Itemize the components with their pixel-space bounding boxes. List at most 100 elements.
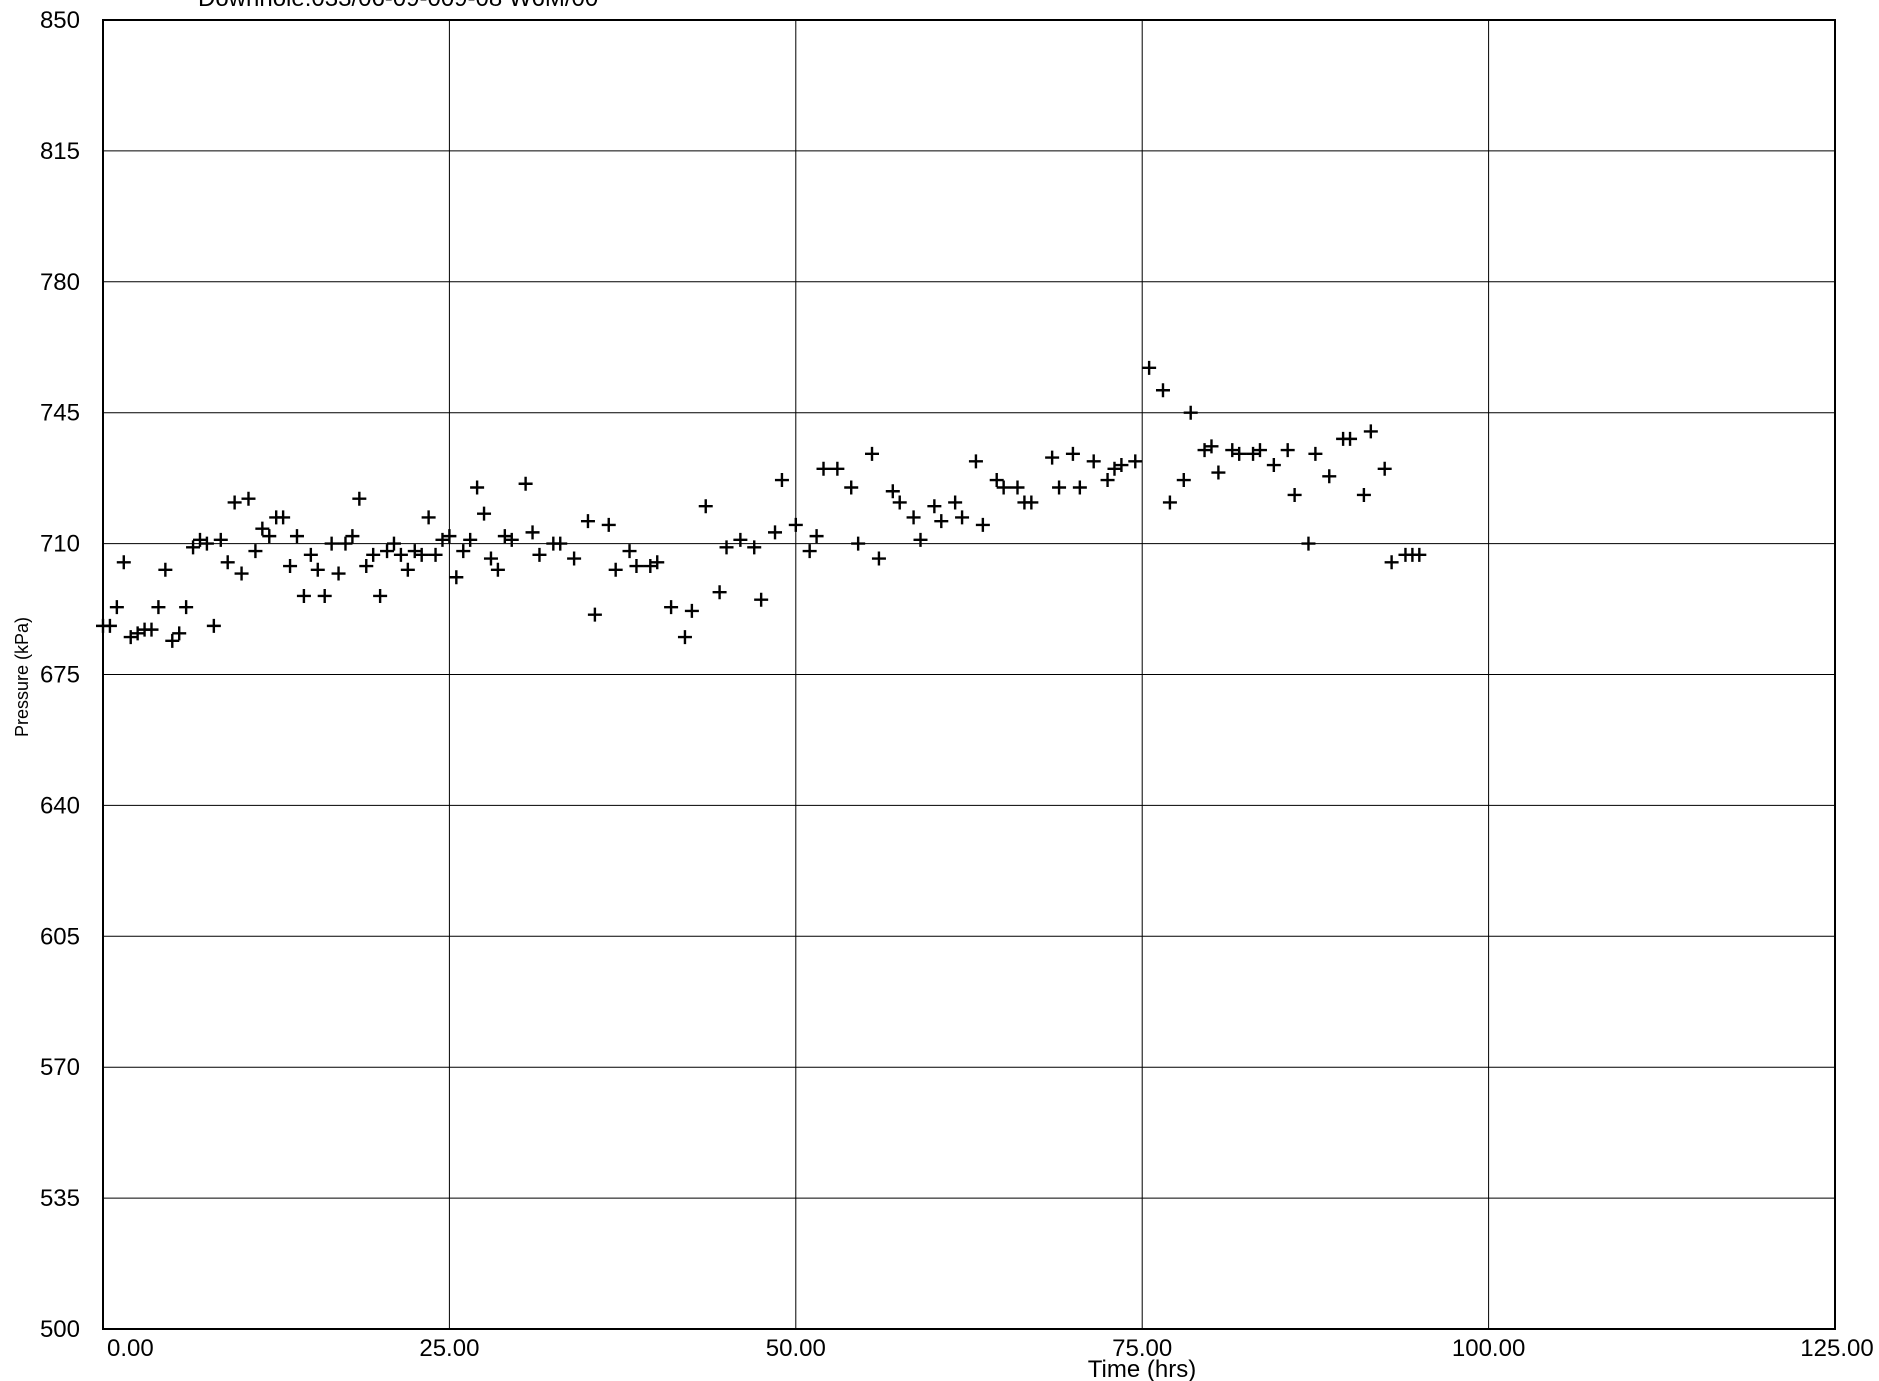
data-point	[262, 529, 277, 544]
data-point	[892, 495, 907, 510]
data-point	[477, 506, 492, 521]
data-point	[414, 547, 429, 562]
data-point	[199, 536, 214, 551]
data-point	[871, 551, 886, 566]
data-point	[317, 588, 332, 603]
data-point	[393, 547, 408, 562]
data-point	[677, 630, 692, 645]
data-point	[345, 529, 360, 544]
data-point	[310, 562, 325, 577]
data-point	[587, 607, 602, 622]
data-point	[331, 566, 346, 581]
data-point	[1287, 487, 1302, 502]
data-point	[1384, 555, 1399, 570]
data-point	[567, 551, 582, 566]
x-tick-label: 50.00	[766, 1335, 826, 1362]
x-axis-label: Time (hrs)	[1088, 1356, 1196, 1381]
data-point	[255, 521, 270, 536]
data-point	[1363, 424, 1378, 439]
data-point	[449, 570, 464, 585]
data-point	[380, 544, 395, 559]
chart-title: Downhole:033/06-09-009-08 W6M/00	[198, 0, 598, 12]
data-point	[483, 551, 498, 566]
data-point	[1211, 465, 1226, 480]
data-point	[768, 525, 783, 540]
data-point	[352, 491, 367, 506]
data-point	[234, 566, 249, 581]
data-point	[359, 559, 374, 574]
data-point	[809, 529, 824, 544]
x-tick-label: 25.00	[419, 1335, 479, 1362]
data-point	[276, 510, 291, 525]
data-point	[733, 532, 748, 547]
data-point	[788, 517, 803, 532]
data-point	[996, 480, 1011, 495]
data-point	[151, 600, 166, 615]
data-point	[421, 510, 436, 525]
data-point	[428, 547, 443, 562]
data-point	[1301, 536, 1316, 551]
data-point	[684, 603, 699, 618]
data-point	[116, 555, 131, 570]
data-point	[1356, 487, 1371, 502]
data-points	[96, 360, 1427, 648]
data-point	[456, 544, 471, 559]
data-point	[386, 536, 401, 551]
y-axis-label: Pressure (kPa)	[12, 617, 32, 737]
data-point	[1128, 454, 1143, 469]
data-point	[248, 544, 263, 559]
data-point	[1266, 458, 1281, 473]
data-point	[518, 476, 533, 491]
plot-frame	[102, 19, 1836, 1330]
data-point	[1176, 473, 1191, 488]
data-point	[955, 510, 970, 525]
data-point	[220, 555, 235, 570]
data-point	[1072, 480, 1087, 495]
data-point	[1045, 450, 1060, 465]
data-point	[338, 536, 353, 551]
data-point	[553, 536, 568, 551]
data-point	[1377, 461, 1392, 476]
data-point	[289, 529, 304, 544]
data-point	[179, 600, 194, 615]
data-point	[504, 532, 519, 547]
data-point	[913, 532, 928, 547]
y-tick-label: 780	[40, 269, 80, 296]
data-point	[934, 514, 949, 529]
data-point	[1052, 480, 1067, 495]
data-point	[802, 544, 817, 559]
y-tick-label: 850	[40, 7, 80, 34]
data-point	[698, 499, 713, 514]
data-point	[885, 484, 900, 499]
data-point	[1322, 469, 1337, 484]
data-point	[601, 517, 616, 532]
data-point	[1010, 480, 1025, 495]
x-tick-label: 125.00	[1800, 1335, 1873, 1362]
data-point	[1308, 446, 1323, 461]
x-tick-label: 75.00	[1112, 1335, 1172, 1362]
data-point	[754, 592, 769, 607]
data-point	[463, 532, 478, 547]
data-point	[948, 495, 963, 510]
data-point	[1162, 495, 1177, 510]
data-point	[1252, 443, 1267, 458]
data-point	[865, 446, 880, 461]
x-tick-label: 100.00	[1452, 1335, 1525, 1362]
data-point	[1280, 443, 1295, 458]
data-point	[144, 622, 159, 637]
x-tick-labels: 0.00 25.00 50.00 75.00 100.00 125.00	[107, 1335, 1874, 1362]
data-point	[1024, 495, 1039, 510]
data-point	[906, 510, 921, 525]
data-point	[206, 618, 221, 633]
data-point	[1204, 439, 1219, 454]
x-tick-label: 0.00	[107, 1335, 154, 1362]
data-point	[719, 540, 734, 555]
data-point	[1183, 405, 1198, 420]
data-point	[712, 585, 727, 600]
data-point	[283, 559, 298, 574]
data-point	[400, 562, 415, 577]
data-point	[774, 473, 789, 488]
data-point	[927, 499, 942, 514]
data-point	[1100, 473, 1115, 488]
data-point	[629, 559, 644, 574]
